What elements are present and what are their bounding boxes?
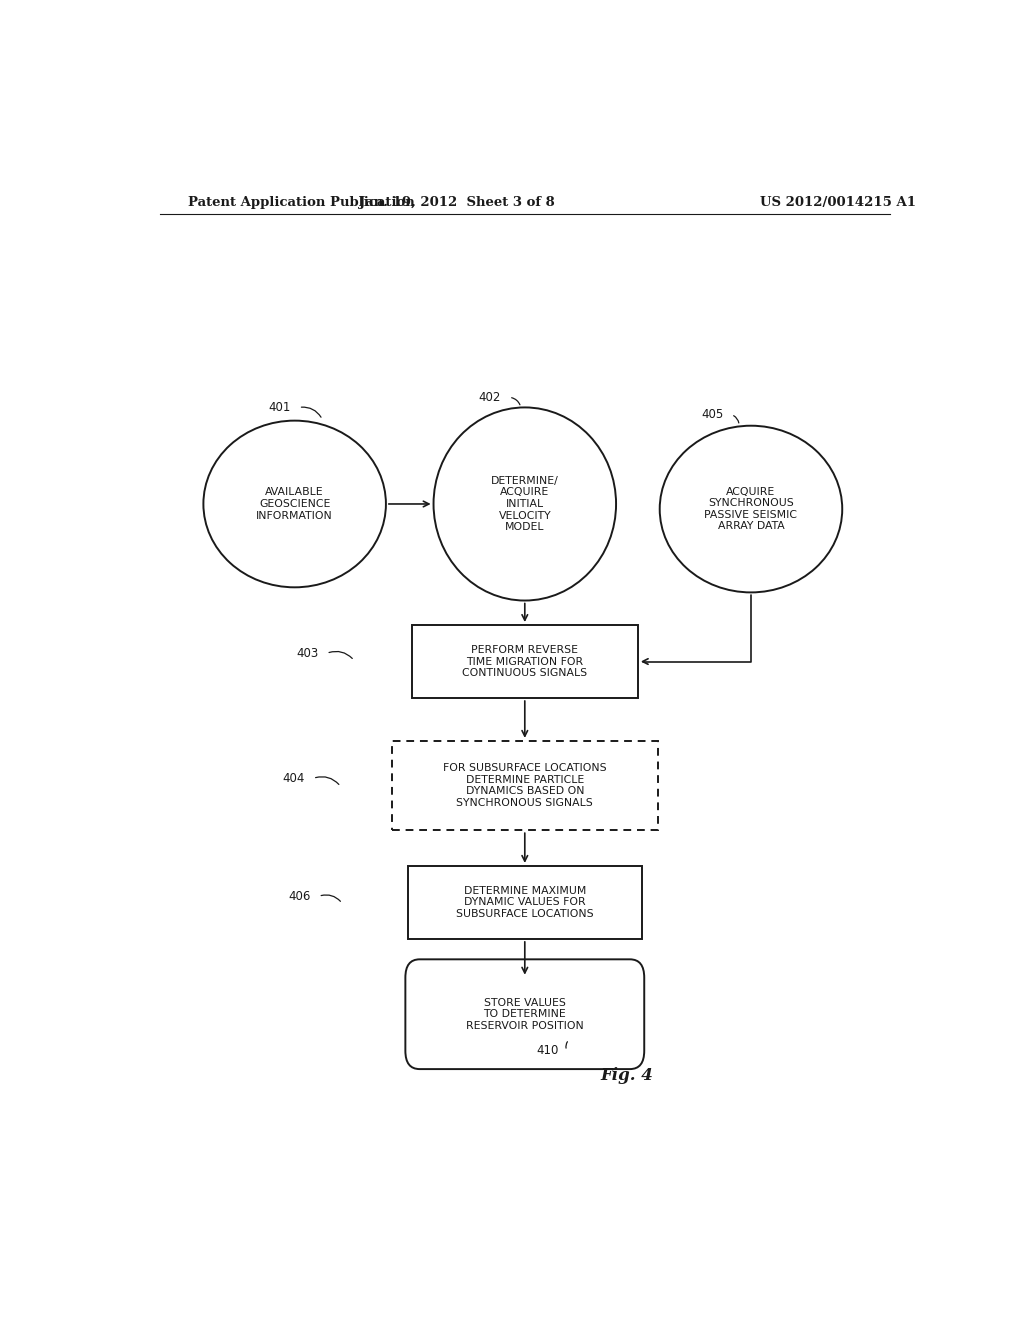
Text: FOR SUBSURFACE LOCATIONS
DETERMINE PARTICLE
DYNAMICS BASED ON
SYNCHRONOUS SIGNAL: FOR SUBSURFACE LOCATIONS DETERMINE PARTI… xyxy=(443,763,606,808)
Text: 403: 403 xyxy=(296,647,318,660)
Text: US 2012/0014215 A1: US 2012/0014215 A1 xyxy=(760,197,916,209)
Text: PERFORM REVERSE
TIME MIGRATION FOR
CONTINUOUS SIGNALS: PERFORM REVERSE TIME MIGRATION FOR CONTI… xyxy=(462,645,588,678)
Text: AVAILABLE
GEOSCIENCE
INFORMATION: AVAILABLE GEOSCIENCE INFORMATION xyxy=(256,487,333,520)
Text: DETERMINE MAXIMUM
DYNAMIC VALUES FOR
SUBSURFACE LOCATIONS: DETERMINE MAXIMUM DYNAMIC VALUES FOR SUB… xyxy=(456,886,594,919)
Text: Jan. 19, 2012  Sheet 3 of 8: Jan. 19, 2012 Sheet 3 of 8 xyxy=(359,197,555,209)
Text: 410: 410 xyxy=(537,1044,559,1057)
Text: 401: 401 xyxy=(268,401,291,414)
Text: Fig. 4: Fig. 4 xyxy=(600,1067,653,1084)
Text: STORE VALUES
TO DETERMINE
RESERVOIR POSITION: STORE VALUES TO DETERMINE RESERVOIR POSI… xyxy=(466,998,584,1031)
Text: 406: 406 xyxy=(288,890,310,903)
Text: DETERMINE/
ACQUIRE
INITIAL
VELOCITY
MODEL: DETERMINE/ ACQUIRE INITIAL VELOCITY MODE… xyxy=(490,475,559,532)
Text: ACQUIRE
SYNCHRONOUS
PASSIVE SEISMIC
ARRAY DATA: ACQUIRE SYNCHRONOUS PASSIVE SEISMIC ARRA… xyxy=(705,487,798,532)
Text: 405: 405 xyxy=(701,408,723,421)
Text: Patent Application Publication: Patent Application Publication xyxy=(187,197,415,209)
Text: 402: 402 xyxy=(478,391,501,404)
Text: 404: 404 xyxy=(283,772,305,785)
